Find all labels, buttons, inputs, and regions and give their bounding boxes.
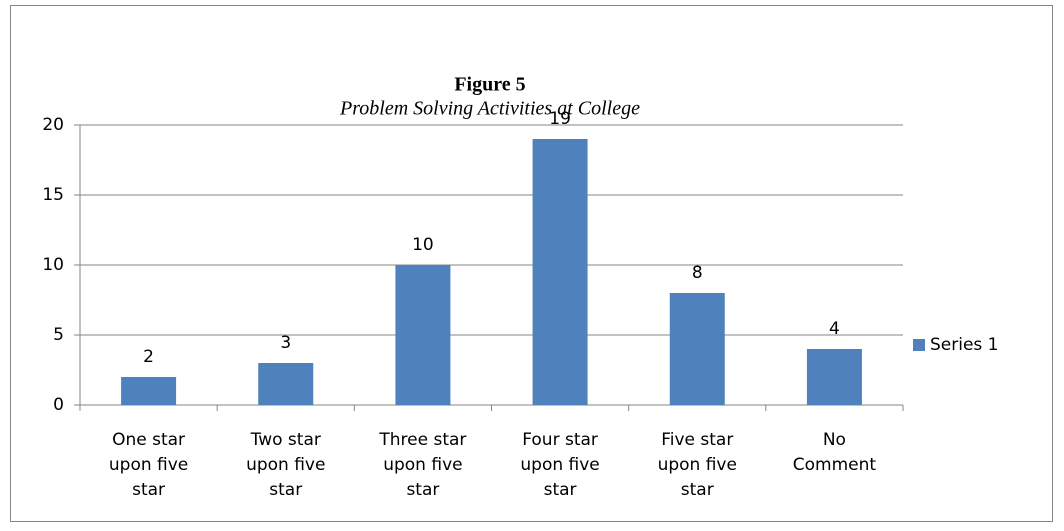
x-tick-label: Four star upon five star — [520, 430, 599, 500]
x-tick-label: Three star upon five star — [378, 430, 466, 500]
y-tick-label: 0 — [53, 395, 64, 415]
legend-swatch — [913, 339, 925, 351]
x-tick-label-line: star — [681, 480, 714, 500]
bar — [669, 293, 725, 405]
x-tick-label: Two star upon five star — [246, 430, 325, 500]
bar — [121, 377, 177, 405]
y-tick-label: 5 — [53, 325, 64, 345]
y-tick-label: 10 — [42, 255, 64, 275]
data-label: 2 — [143, 347, 154, 367]
x-tick-label-line: upon five — [109, 455, 188, 475]
legend-label: Series 1 — [930, 335, 999, 355]
x-tick-label-line: Three star — [378, 430, 466, 450]
x-tick-label-line: Two star — [250, 430, 321, 450]
data-label: 8 — [692, 263, 703, 283]
data-label: 19 — [549, 109, 571, 129]
x-tick-label-line: upon five — [520, 455, 599, 475]
x-tick-label-line: Five star — [661, 430, 733, 450]
bar — [395, 265, 451, 405]
x-tick-label-line: Comment — [793, 455, 877, 475]
bar — [532, 139, 588, 405]
x-tick-label-line: One star — [112, 430, 185, 450]
x-tick-label-line: upon five — [383, 455, 462, 475]
x-tick-label-line: upon five — [246, 455, 325, 475]
bar — [806, 349, 862, 405]
y-tick-label: 15 — [42, 185, 64, 205]
chart-title: Figure 5 — [454, 74, 525, 96]
x-tick-label-line: No — [823, 430, 846, 450]
data-label: 4 — [829, 319, 840, 339]
x-tick-label: No Comment — [793, 430, 877, 475]
x-tick-label-line: Four star — [522, 430, 598, 450]
x-tick-label-line: star — [406, 480, 439, 500]
x-tick-label-line: star — [269, 480, 302, 500]
x-tick-label-line: upon five — [658, 455, 737, 475]
x-tick-label-line: star — [544, 480, 577, 500]
x-tick-label: One star upon five star — [109, 430, 188, 500]
data-label: 3 — [280, 333, 291, 353]
chart-subtitle: Problem Solving Activities at College — [339, 98, 640, 120]
x-tick-label-line: star — [132, 480, 165, 500]
bar — [258, 363, 314, 405]
data-label: 10 — [412, 235, 434, 255]
chart-frame — [10, 5, 1053, 522]
y-tick-label: 20 — [42, 115, 64, 135]
x-tick-label: Five star upon five star — [658, 430, 737, 500]
